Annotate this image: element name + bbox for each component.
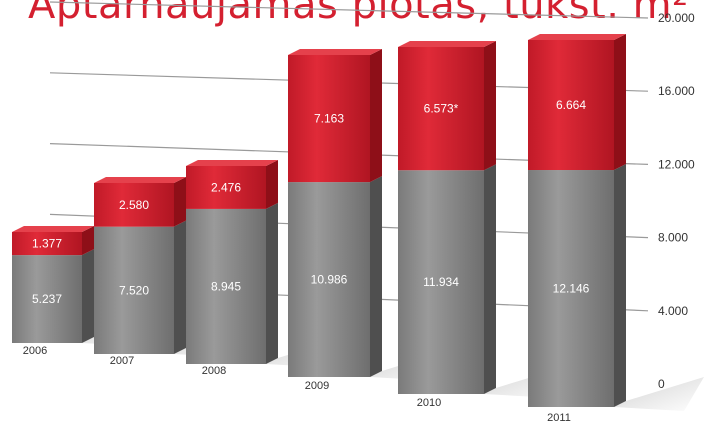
bar-side-bottom xyxy=(266,202,278,364)
value-label-bottom: 8.945 xyxy=(211,279,241,293)
bar-segment-bottom xyxy=(528,170,614,407)
value-label-top: 7.163 xyxy=(314,112,344,126)
y-tick-label: 4.000 xyxy=(658,304,688,318)
bar-side-top xyxy=(614,34,626,171)
gridline xyxy=(49,1,649,19)
value-label-bottom: 7.520 xyxy=(119,283,149,297)
y-tick-label: 0 xyxy=(658,377,665,391)
bar-side-bottom xyxy=(484,164,496,394)
x-tick-label: 2010 xyxy=(417,397,441,409)
value-label-top: 6.573* xyxy=(424,102,459,116)
value-label-top: 2.580 xyxy=(119,198,149,212)
bar-side-top xyxy=(82,226,94,256)
x-tick-label: 2011 xyxy=(547,412,571,424)
bar-segment-bottom xyxy=(186,208,266,364)
value-label-bottom: 5.237 xyxy=(32,292,62,306)
x-tick-label: 2009 xyxy=(305,380,329,392)
value-label-top: 2.476 xyxy=(211,180,241,194)
bar-side-bottom xyxy=(614,164,626,407)
bar-segment-bottom xyxy=(398,170,484,394)
x-tick-label: 2006 xyxy=(23,345,47,357)
bar-top-face xyxy=(288,49,382,55)
bar-side-bottom xyxy=(82,249,94,343)
value-label-bottom: 11.934 xyxy=(423,275,459,289)
x-tick-label: 2008 xyxy=(202,365,226,377)
bar-side-bottom xyxy=(174,220,186,354)
bar-segment-bottom xyxy=(12,255,82,343)
value-label-top: 6.664 xyxy=(556,98,586,112)
bar-segment-top xyxy=(12,232,82,256)
bar-side-top xyxy=(174,177,186,227)
y-tick-label: 12.000 xyxy=(658,157,695,171)
bar-top-face xyxy=(12,226,94,232)
y-tick-label: 8.000 xyxy=(658,231,688,245)
bar-side-top xyxy=(266,160,278,209)
bar-segment-bottom xyxy=(94,226,174,354)
bar-side-bottom xyxy=(370,176,382,377)
bar-segment-top xyxy=(288,55,370,183)
bar-top-face xyxy=(528,34,626,40)
bar-segment-top xyxy=(528,40,614,171)
bar-segment-bottom xyxy=(288,182,370,377)
y-tick-label: 20.000 xyxy=(658,11,695,25)
bar-shadow xyxy=(614,377,704,411)
bar-segment-top xyxy=(398,47,484,171)
bar-top-face xyxy=(398,41,496,47)
bar-segment-top xyxy=(94,183,174,227)
bar-side-top xyxy=(484,41,496,171)
value-label-bottom: 10.986 xyxy=(311,273,348,287)
value-label-bottom: 12.146 xyxy=(553,282,590,296)
bar-top-face xyxy=(94,177,186,183)
bar-side-top xyxy=(370,49,382,183)
x-tick-label: 2007 xyxy=(110,355,134,367)
bar-segment-top xyxy=(186,166,266,209)
bar-top-face xyxy=(186,160,278,166)
y-tick-label: 16.000 xyxy=(658,84,695,98)
value-label-top: 1.377 xyxy=(32,237,62,251)
